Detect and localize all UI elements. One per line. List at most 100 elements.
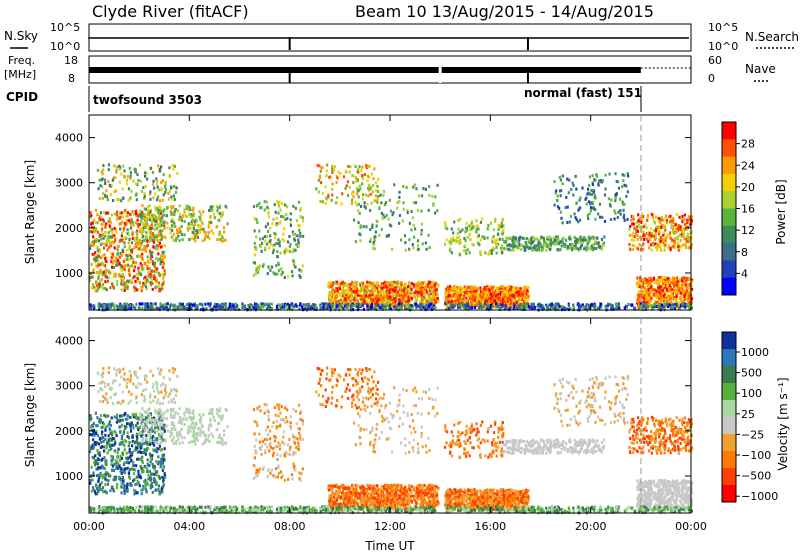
power-cell	[514, 300, 517, 304]
power-cell	[337, 299, 340, 303]
power-cell	[638, 290, 641, 294]
power-cell	[638, 220, 641, 224]
power-cell	[419, 302, 422, 306]
power-cell	[536, 237, 539, 241]
power-cell	[361, 182, 364, 186]
power-cell	[327, 195, 330, 199]
power-cell	[684, 243, 687, 247]
power-cell	[614, 196, 617, 200]
power-cell	[110, 244, 113, 248]
power-cell	[95, 271, 98, 275]
power-cell	[525, 298, 528, 302]
power-cell	[652, 305, 655, 309]
power-cell	[378, 207, 381, 211]
power-cell	[564, 239, 568, 243]
power-cell	[355, 180, 358, 184]
power-cell	[553, 238, 557, 242]
power-cell	[98, 303, 102, 307]
power-cell	[432, 289, 435, 293]
power-cell	[520, 244, 523, 248]
power-cell	[90, 213, 93, 217]
nsky-tick-top: 10^5	[50, 21, 80, 34]
power-cell	[356, 192, 359, 196]
power-cell	[424, 241, 428, 245]
power-cell	[147, 213, 151, 217]
power-cell	[394, 280, 397, 284]
power-cell	[154, 237, 157, 241]
power-cell	[485, 299, 488, 303]
power-cell	[392, 303, 395, 307]
power-cell	[125, 248, 128, 252]
power-cell	[420, 209, 423, 213]
power-cell	[669, 231, 672, 235]
power-cell	[369, 187, 372, 191]
power-cell	[276, 272, 280, 276]
power-cell	[527, 247, 530, 251]
power-cell	[90, 244, 93, 248]
power-cell	[481, 301, 484, 305]
power-cell	[455, 298, 458, 302]
power-cell	[98, 197, 101, 201]
power-cell	[103, 269, 107, 273]
power-cell	[150, 216, 153, 220]
power-cell	[557, 303, 561, 307]
power-cell	[623, 218, 626, 222]
power-cell	[658, 286, 661, 290]
power-cell	[155, 198, 159, 202]
power-cell	[470, 296, 473, 300]
power-cell	[338, 291, 341, 295]
power-cell	[151, 259, 154, 263]
power-cell	[107, 219, 110, 223]
power-cell	[129, 176, 132, 180]
power-cell	[410, 296, 413, 300]
power-cell	[655, 280, 658, 284]
power-cell	[506, 236, 510, 240]
power-cell	[683, 222, 687, 226]
power-cell	[622, 179, 625, 183]
power-cell	[531, 246, 534, 250]
power-cell	[384, 292, 387, 296]
power-cell	[658, 225, 661, 229]
power-cell	[555, 189, 558, 193]
power-cell	[267, 265, 270, 269]
power-cell	[212, 232, 215, 236]
power-cell	[98, 178, 101, 182]
power-cell	[532, 240, 535, 244]
power-cell	[436, 293, 439, 297]
power-cell	[658, 241, 662, 245]
power-cell	[674, 227, 677, 231]
power-cell	[154, 223, 157, 227]
power-cell	[362, 291, 365, 295]
power-cell	[334, 301, 337, 305]
power-cell	[524, 240, 527, 244]
power-cell	[134, 237, 137, 241]
power-cell	[623, 202, 626, 206]
power-cell	[457, 287, 460, 291]
power-cell	[632, 238, 635, 242]
power-cell	[646, 305, 650, 309]
power-cell	[127, 198, 130, 202]
power-cell	[95, 221, 98, 225]
power-cell	[256, 220, 259, 224]
power-cell	[681, 214, 684, 218]
power-cell	[632, 222, 636, 226]
power-cell	[105, 189, 108, 193]
power-cell	[102, 270, 105, 274]
power-cell	[465, 300, 468, 304]
power-cell	[148, 218, 152, 222]
power-cell	[667, 246, 670, 250]
power-cell	[501, 218, 504, 222]
power-cell	[129, 280, 132, 284]
power-cell	[663, 248, 666, 252]
power-cell	[372, 183, 375, 187]
power-cell	[665, 288, 669, 292]
power-cell	[585, 248, 588, 252]
power-cell	[650, 248, 653, 252]
power-cell	[661, 289, 664, 293]
power-cell	[408, 285, 412, 289]
power-cell	[487, 301, 490, 305]
power-cell	[289, 224, 293, 228]
power-cell	[215, 205, 219, 209]
power-cell	[345, 184, 348, 188]
power-cell	[459, 300, 462, 304]
